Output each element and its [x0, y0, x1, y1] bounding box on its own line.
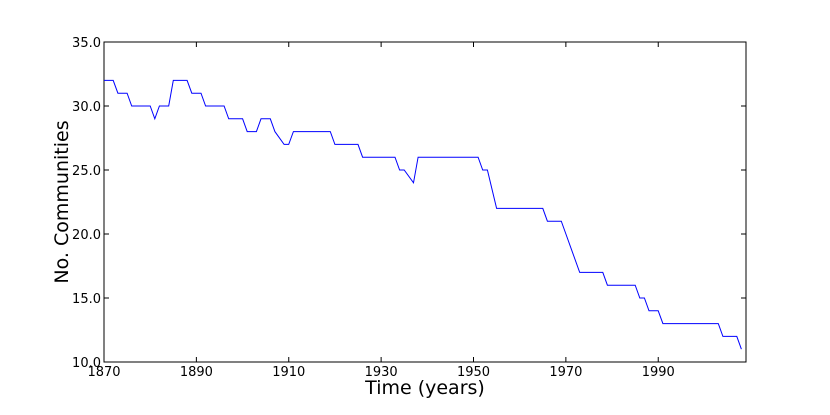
x-tick-label: 1990	[642, 365, 675, 380]
y-tick-label: 15.0	[72, 292, 101, 307]
x-tick-label: 1970	[549, 365, 582, 380]
x-tick-label: 1930	[365, 365, 398, 380]
x-axis-ticks: 1870 1890 1910 1930 1950 1970 1990	[87, 42, 675, 380]
x-axis-label: Time (years)	[364, 377, 485, 399]
y-axis-label: No. Communities	[51, 120, 73, 283]
y-tick-label: 35.0	[72, 36, 101, 51]
series-line	[104, 79, 742, 350]
x-tick-label: 1870	[87, 365, 120, 380]
y-tick-label: 10.0	[72, 356, 101, 371]
y-axis-ticks: 10.0 15.0 20.0 25.0 30.0 35.0	[72, 36, 746, 371]
plot-area	[103, 41, 747, 363]
y-tick-label: 20.0	[72, 228, 101, 243]
y-tick-label: 30.0	[72, 100, 101, 115]
x-tick-label: 1910	[272, 365, 305, 380]
x-tick-label: 1890	[180, 365, 213, 380]
y-tick-label: 25.0	[72, 164, 101, 179]
x-tick-label: 1950	[457, 365, 490, 380]
